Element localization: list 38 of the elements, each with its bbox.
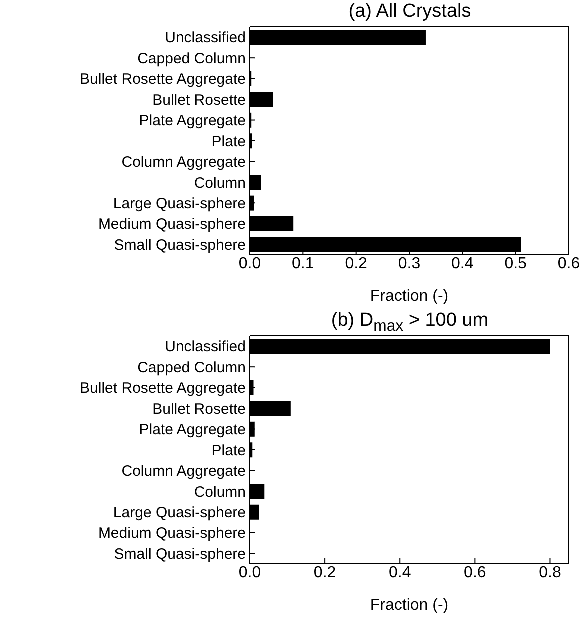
- x-tick-label: 0.2: [345, 255, 368, 272]
- y-tick-label: Small Quasi-sphere: [114, 236, 246, 254]
- chart-title: (b) D$_{max}$ > 100 um: [330, 309, 490, 335]
- x-tick-label: 0.6: [464, 564, 486, 582]
- y-tick-label: Column Aggregate: [122, 463, 246, 480]
- x-tick-label: 0.8: [539, 564, 562, 582]
- y-tick-label: Plate: [212, 442, 246, 460]
- y-tick-label: Bullet Rosette: [152, 400, 246, 418]
- x-tick-label: 0.2: [314, 564, 336, 582]
- y-tick-label: Bullet Rosette Aggregate: [80, 71, 246, 88]
- y-tick-label: Capped Column: [138, 359, 246, 376]
- x-axis-title: Fraction (-): [370, 288, 449, 305]
- y-tick-label: Large Quasi-sphere: [113, 504, 246, 522]
- x-tick-label: 0.1: [292, 255, 314, 272]
- y-tick-label: Small Quasi-sphere: [114, 546, 246, 563]
- y-tick-label: Plate Aggregate: [139, 112, 246, 130]
- y-tick-label: Column: [194, 484, 246, 501]
- x-tick-label: 0.5: [504, 255, 528, 272]
- y-tick-label: Column: [194, 174, 246, 192]
- y-tick-label: Column Aggregate: [122, 154, 246, 172]
- y-tick-label: Medium Quasi-sphere: [98, 216, 246, 234]
- x-tick-label: 0.4: [452, 255, 474, 272]
- y-tick-label: Bullet Rosette: [152, 92, 246, 109]
- y-tick-label: Medium Quasi-sphere: [98, 525, 246, 542]
- x-tick-label: 0.4: [388, 564, 412, 582]
- y-tick-label: Plate: [212, 133, 246, 150]
- x-tick-label: 0.0: [238, 564, 262, 582]
- x-tick-label: 0.6: [558, 255, 580, 272]
- x-tick-label: 0.3: [398, 255, 421, 272]
- y-tick-label: Plate Aggregate: [139, 422, 246, 439]
- x-axis-title: Fraction (-): [370, 597, 449, 614]
- y-tick-label: Unclassified: [165, 30, 246, 47]
- y-tick-label: Large Quasi-sphere: [113, 196, 246, 213]
- chart-title: (a) All Crystals: [348, 0, 472, 24]
- y-tick-label: Unclassified: [165, 338, 246, 356]
- y-tick-label: Bullet Rosette Aggregate: [80, 380, 246, 398]
- y-tick-label: Capped Column: [138, 50, 246, 68]
- x-tick-label: 0.0: [238, 255, 262, 272]
